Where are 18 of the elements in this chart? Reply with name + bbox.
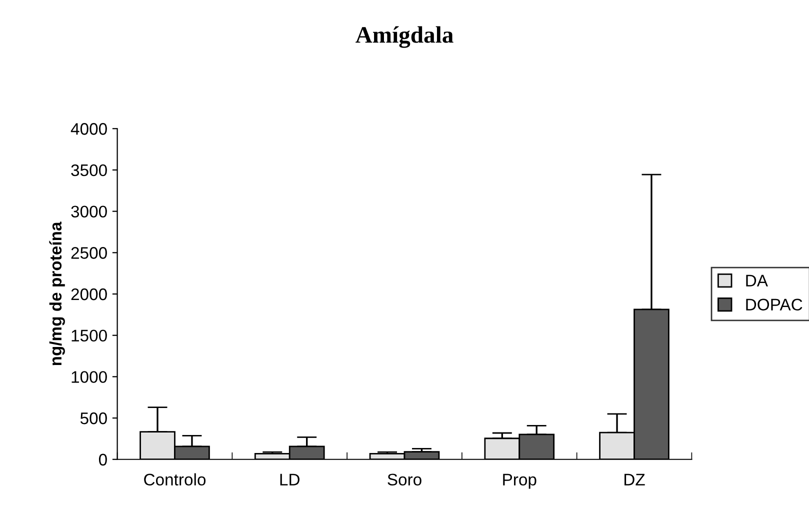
y-tick-label: 2500 (71, 247, 107, 259)
x-tick-label: LD (280, 474, 300, 486)
y-tick-label: 2000 (71, 288, 107, 300)
y-tick-label: 3500 (71, 164, 107, 176)
y-tick-label: 3000 (71, 206, 107, 218)
x-tick-label: Soro (388, 474, 422, 486)
legend-label: DA (746, 274, 768, 286)
y-tick-label: 1500 (72, 330, 107, 342)
y-axis-title: ng/mg de proteína (49, 222, 65, 366)
chart-title: Amígdala (356, 26, 454, 48)
x-tick-label: Controlo (144, 473, 206, 486)
legend-label: DOPAC (746, 298, 802, 310)
x-tick-label: DZ (624, 474, 645, 486)
x-tick-label: Prop (503, 474, 536, 489)
y-tick-label: 1000 (72, 371, 107, 383)
y-tick-label: 4000 (70, 123, 107, 135)
y-tick-label: 500 (80, 412, 107, 424)
y-tick-label: 0 (98, 454, 107, 466)
